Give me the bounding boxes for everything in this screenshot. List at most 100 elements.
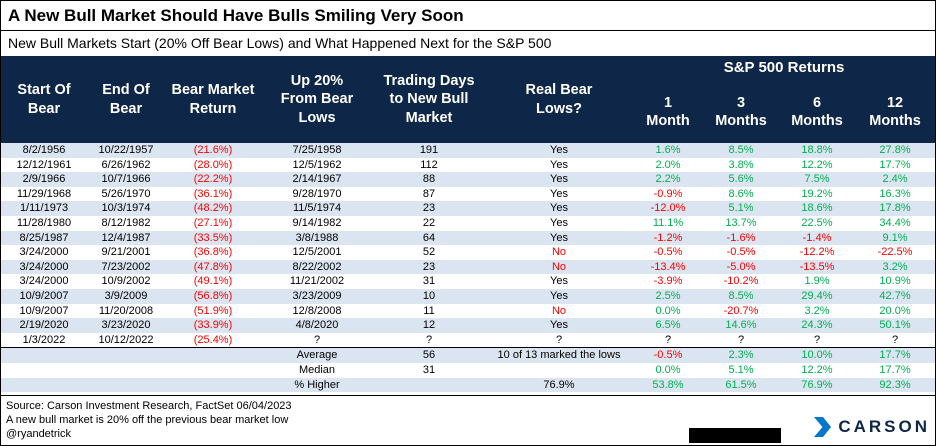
cell: 191 <box>373 143 485 158</box>
cell: 14.6% <box>703 318 779 333</box>
cell: 3/23/2020 <box>87 318 165 333</box>
cell: 3.2% <box>804 304 830 317</box>
cell: 34.4% <box>879 216 911 229</box>
cell: -5.0% <box>703 259 779 275</box>
cell: 61.5% <box>703 377 779 393</box>
col-header-12-months: 12 Months <box>855 81 935 143</box>
cell: -10.2% <box>723 275 759 288</box>
page-subtitle: New Bull Markets Start (20% Off Bear Low… <box>8 35 552 51</box>
twitter-handle: @ryandetrick <box>6 428 71 440</box>
table-body: 8/2/1956 10/22/1957 (21.6%) 7/25/1958 191 Yes… <box>1 143 935 393</box>
table-row: 3/24/2000 10/9/2002 (49.1%) 11/21/2002 31 Yes… <box>1 274 935 289</box>
table-row: 8/25/1987 12/4/1987 (33.5%) 3/8/1988 64 Yes -1… <box>1 230 935 246</box>
cell: 16.3% <box>879 187 911 200</box>
cell: 10 of 13 marked the lows <box>485 347 633 363</box>
cell <box>485 363 633 378</box>
table-row: 2/9/1966 10/7/1966 (22.2%) 2/14/1967 88 Yes 2.… <box>1 172 935 187</box>
cell: 2/9/1966 <box>1 172 87 187</box>
cell: 0.0% <box>655 363 681 376</box>
group-header-sp500-returns: S&P 500 Returns <box>633 56 935 81</box>
cell: 2.5% <box>633 288 703 304</box>
cell: (47.8%) <box>165 259 261 275</box>
cell: -12.2% <box>799 246 835 259</box>
cell: 23 <box>373 201 485 216</box>
cell: 52 <box>422 246 436 259</box>
cell: 10/3/1974 <box>87 201 165 216</box>
cell: 11 <box>423 304 435 317</box>
cell: 1/11/1973 <box>1 201 87 216</box>
cell: Median <box>298 363 336 376</box>
cell: 8/25/1987 <box>1 230 87 246</box>
col-header-1-month: 1 Month <box>633 81 703 143</box>
cell: -13.5% <box>779 259 855 275</box>
cell: ? <box>813 333 821 346</box>
cell: 12.2% <box>801 158 833 171</box>
cell: -0.9% <box>653 187 683 200</box>
cell: 24.3% <box>779 318 855 333</box>
cell: 2/14/1967 <box>261 172 373 187</box>
cell: 76.9% <box>779 377 855 393</box>
cell: 20.0% <box>879 304 911 317</box>
cell: 3/24/2000 <box>19 246 69 259</box>
cell: 11.1% <box>652 216 684 229</box>
cell: 10/22/1957 <box>87 143 165 158</box>
cell: 3.8% <box>728 158 754 171</box>
cell: 7/23/2002 <box>87 259 165 275</box>
cell: -1.6% <box>703 230 779 246</box>
cell: No <box>485 259 633 275</box>
cell: 11/29/1968 <box>16 187 72 200</box>
cell: (36.1%) <box>193 187 233 200</box>
cell: 9/21/2001 <box>101 246 151 259</box>
footer: Source: Carson Investment Research, Fact… <box>1 395 935 445</box>
cell: Yes <box>550 275 568 288</box>
cell: 112 <box>420 158 438 171</box>
cell: 12/5/2001 <box>292 246 342 259</box>
cell: 7/25/1958 <box>261 143 373 158</box>
table-row: 8/2/1956 10/22/1957 (21.6%) 7/25/1958 191 Yes… <box>1 143 935 158</box>
cell: Yes <box>485 288 633 304</box>
cell: 92.3% <box>855 377 935 393</box>
cell: -0.5% <box>726 246 756 259</box>
cell: Average <box>261 347 373 363</box>
cell: Yes <box>550 216 568 229</box>
cell: 8.5% <box>703 143 779 158</box>
cell: % Higher <box>261 377 373 393</box>
carson-logo: CARSON <box>812 416 930 438</box>
cell <box>373 377 485 393</box>
cell <box>165 377 261 393</box>
cell <box>1 377 87 393</box>
cell: 12.2% <box>801 363 833 376</box>
cell: 12/12/1961 <box>16 158 72 171</box>
cell: 22 <box>422 216 436 229</box>
cell: 19.2% <box>801 187 833 200</box>
cell: 3/8/1988 <box>261 230 373 246</box>
cell: 42.7% <box>855 288 935 304</box>
cell: -12.0% <box>633 201 703 216</box>
cell: Yes <box>485 172 633 187</box>
cell: 87 <box>422 187 436 200</box>
cell: 17.7% <box>879 363 911 376</box>
cell: 11/21/2002 <box>289 275 345 288</box>
cell: 1/3/2022 <box>22 333 66 346</box>
cell: ? <box>891 333 899 346</box>
col-header-3-months: 3 Months <box>703 81 779 143</box>
cell: 10/7/1966 <box>87 172 165 187</box>
cell: 88 <box>373 172 485 187</box>
definition-note: A new bull market is 20% off the previou… <box>6 414 289 426</box>
cell: (25.4%) <box>193 333 233 346</box>
cell: 2/19/2020 <box>1 318 87 333</box>
cell: ? <box>425 333 433 346</box>
cell: ? <box>313 333 321 346</box>
cell: 12/5/1962 <box>292 158 342 171</box>
cell: 23 <box>373 259 485 275</box>
cell: 2.2% <box>633 172 703 187</box>
col-header-end-of-bear: End Of Bear <box>87 56 165 143</box>
cell: 6/26/1962 <box>101 158 151 171</box>
cell: 11/28/1980 <box>16 216 72 229</box>
cell: No <box>551 246 567 259</box>
cell: 3/24/2000 <box>1 259 87 275</box>
cell: (33.9%) <box>165 318 261 333</box>
cell: 29.4% <box>779 288 855 304</box>
summary-row: Median 31 0.0% 5.1% 12.2% 17.7% <box>1 363 935 378</box>
cell <box>87 363 165 378</box>
